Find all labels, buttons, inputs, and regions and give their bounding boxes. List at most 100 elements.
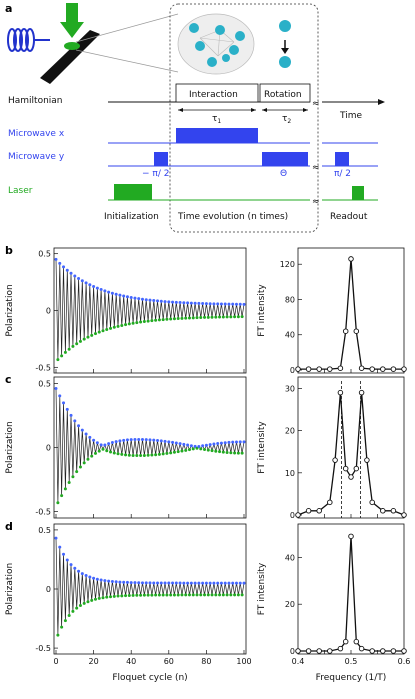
y-tick-d: 0.5 bbox=[38, 526, 51, 535]
data-point bbox=[110, 441, 114, 445]
data-point bbox=[197, 581, 201, 585]
data-point bbox=[161, 318, 165, 322]
data-point bbox=[107, 290, 111, 294]
data-point bbox=[218, 450, 222, 454]
data-point bbox=[167, 300, 171, 304]
data-point bbox=[139, 320, 143, 324]
data-point bbox=[101, 329, 105, 333]
data-point bbox=[172, 317, 176, 321]
ft-point bbox=[295, 648, 301, 654]
data-point bbox=[154, 593, 158, 597]
data-point bbox=[165, 593, 169, 597]
data-point bbox=[127, 322, 131, 326]
data-point bbox=[182, 581, 186, 585]
data-point bbox=[103, 443, 107, 447]
ft-point bbox=[327, 366, 333, 372]
data-point bbox=[99, 578, 103, 582]
data-point bbox=[133, 296, 137, 300]
data-point bbox=[148, 581, 152, 585]
data-point bbox=[116, 594, 120, 598]
data-point bbox=[120, 594, 124, 598]
data-point bbox=[103, 579, 107, 583]
data-point bbox=[216, 302, 220, 306]
data-point bbox=[234, 440, 238, 444]
x-tick: 80 bbox=[201, 657, 211, 666]
data-point bbox=[148, 298, 152, 302]
x-tick: 40 bbox=[126, 657, 136, 666]
data-point bbox=[186, 581, 190, 585]
data-point bbox=[146, 453, 150, 457]
microwave-y-pulse-pi2 bbox=[335, 152, 349, 166]
data-point bbox=[236, 315, 240, 319]
data-point bbox=[210, 315, 214, 319]
ft-y-tick-c: 30 bbox=[285, 384, 295, 393]
data-point bbox=[152, 581, 156, 585]
data-point bbox=[73, 419, 77, 423]
data-point bbox=[60, 625, 64, 629]
data-point bbox=[107, 442, 111, 446]
data-point bbox=[165, 451, 169, 455]
data-point bbox=[60, 354, 64, 358]
ft-y-tick-c: 10 bbox=[285, 469, 295, 478]
data-point bbox=[157, 452, 161, 456]
data-point bbox=[221, 315, 225, 319]
data-point bbox=[152, 299, 156, 303]
data-point bbox=[214, 593, 218, 597]
data-point bbox=[187, 448, 191, 452]
data-point bbox=[127, 453, 131, 457]
theta-label: Θ bbox=[280, 169, 287, 179]
ft-ylabel-d: FT intensity bbox=[257, 562, 267, 615]
data-point bbox=[109, 595, 113, 599]
data-point bbox=[182, 442, 186, 446]
data-point bbox=[229, 451, 233, 455]
polarization-ylabel-d: Polarization bbox=[5, 563, 15, 615]
data-point bbox=[210, 593, 214, 597]
data-point bbox=[58, 545, 62, 549]
data-point bbox=[105, 595, 109, 599]
data-point bbox=[67, 614, 71, 618]
data-point bbox=[140, 297, 144, 301]
data-point bbox=[142, 320, 146, 324]
data-point bbox=[93, 451, 97, 455]
data-point bbox=[97, 596, 101, 600]
diamond-slab bbox=[40, 30, 100, 84]
ft-point bbox=[348, 256, 354, 262]
data-point bbox=[101, 447, 105, 451]
data-point bbox=[135, 321, 139, 325]
data-point bbox=[56, 633, 60, 637]
data-point bbox=[184, 593, 188, 597]
data-point bbox=[236, 593, 240, 597]
data-point bbox=[163, 581, 167, 585]
data-point bbox=[219, 581, 223, 585]
data-point bbox=[223, 302, 227, 306]
evolution-box bbox=[169, 3, 319, 233]
ft-point bbox=[337, 645, 344, 652]
data-point bbox=[212, 442, 216, 446]
data-point bbox=[161, 452, 165, 456]
data-point bbox=[122, 438, 126, 442]
data-point bbox=[90, 333, 94, 337]
data-point bbox=[154, 318, 158, 322]
data-point bbox=[203, 315, 207, 319]
ft-point bbox=[337, 365, 344, 371]
data-point bbox=[156, 581, 160, 585]
data-point bbox=[174, 300, 178, 304]
ft-point bbox=[401, 512, 407, 518]
data-point bbox=[212, 302, 216, 306]
data-point bbox=[129, 295, 133, 299]
data-point bbox=[229, 593, 233, 597]
data-point bbox=[176, 317, 180, 321]
ft-point bbox=[369, 366, 375, 372]
data-point bbox=[197, 301, 201, 305]
data-point bbox=[208, 302, 212, 306]
data-point bbox=[178, 581, 182, 585]
frequency-xlabel: Frequency (1/T) bbox=[316, 673, 387, 683]
data-point bbox=[84, 281, 88, 285]
rotation-label: Rotation bbox=[264, 90, 302, 100]
data-point bbox=[154, 453, 158, 457]
data-point bbox=[88, 575, 92, 579]
data-point bbox=[229, 315, 233, 319]
data-point bbox=[95, 441, 99, 445]
data-point bbox=[131, 453, 135, 457]
ft-y-tick-d: 0 bbox=[290, 647, 295, 656]
